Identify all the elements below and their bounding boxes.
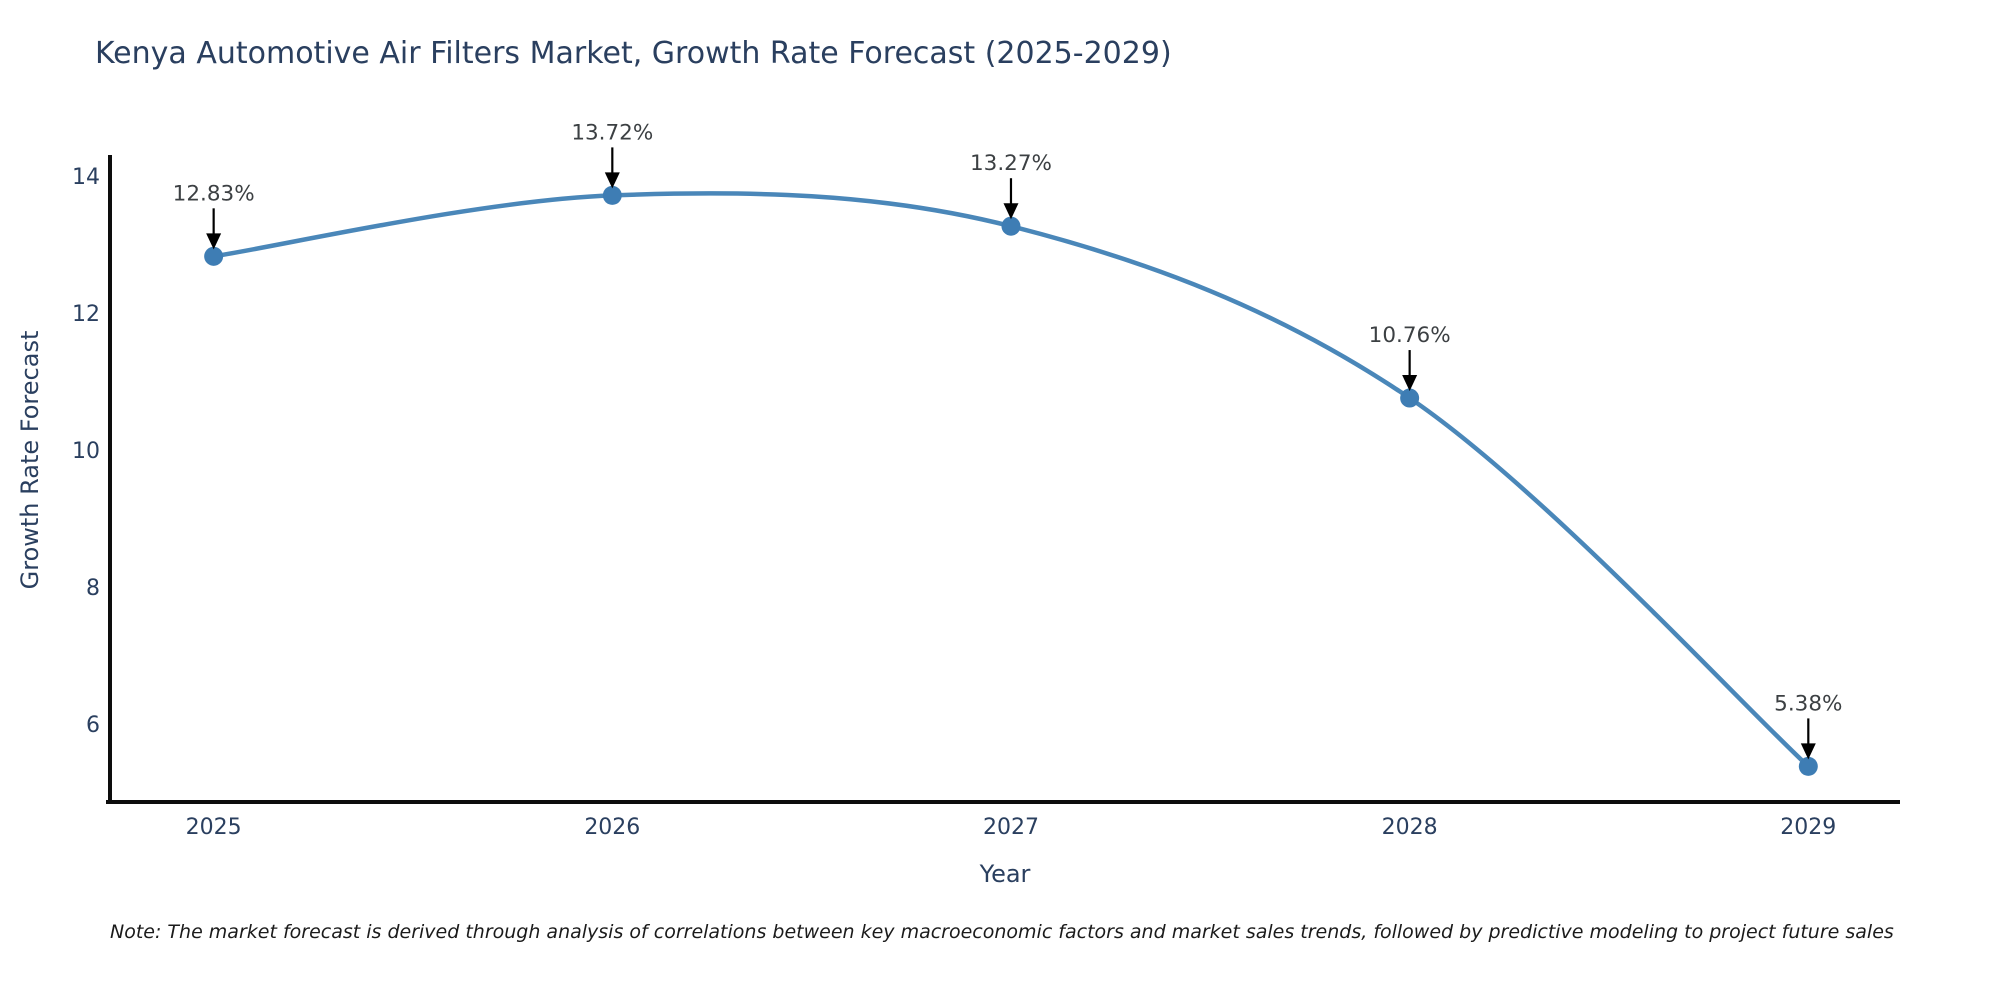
y-tick-label: 10 — [72, 439, 100, 464]
chart-title: Kenya Automotive Air Filters Market, Gro… — [95, 36, 1172, 71]
annotation-label: 12.83% — [173, 181, 255, 206]
annotation-label: 13.27% — [970, 151, 1052, 176]
annotation-arrowhead — [1402, 375, 1418, 392]
y-tick-label: 6 — [86, 713, 100, 738]
data-point-marker — [1400, 388, 1420, 408]
data-point-marker — [204, 246, 224, 266]
data-point-marker — [1001, 216, 1021, 236]
annotation-arrowhead — [604, 172, 620, 189]
y-tick-label: 12 — [72, 302, 100, 327]
annotation-label: 13.72% — [571, 120, 653, 145]
annotation-arrowhead — [206, 233, 222, 250]
annotation-arrowhead — [1800, 743, 1816, 760]
y-tick-label: 14 — [72, 165, 100, 190]
x-tick-label: 2025 — [186, 815, 242, 840]
annotation-label: 10.76% — [1369, 323, 1451, 348]
x-tick-label: 2029 — [1780, 815, 1836, 840]
annotation-label: 5.38% — [1774, 691, 1842, 716]
forecast-line — [213, 191, 1810, 769]
annotation-arrowhead — [1003, 203, 1019, 220]
data-point-marker — [1798, 756, 1818, 776]
x-tick-label: 2028 — [1382, 815, 1438, 840]
x-axis-title: Year — [979, 860, 1031, 888]
data-point-marker — [602, 185, 622, 205]
footnote: Note: The market forecast is derived thr… — [110, 921, 1894, 943]
y-tick-label: 8 — [86, 576, 100, 601]
x-tick-label: 2027 — [983, 815, 1039, 840]
x-tick-label: 2026 — [584, 815, 640, 840]
